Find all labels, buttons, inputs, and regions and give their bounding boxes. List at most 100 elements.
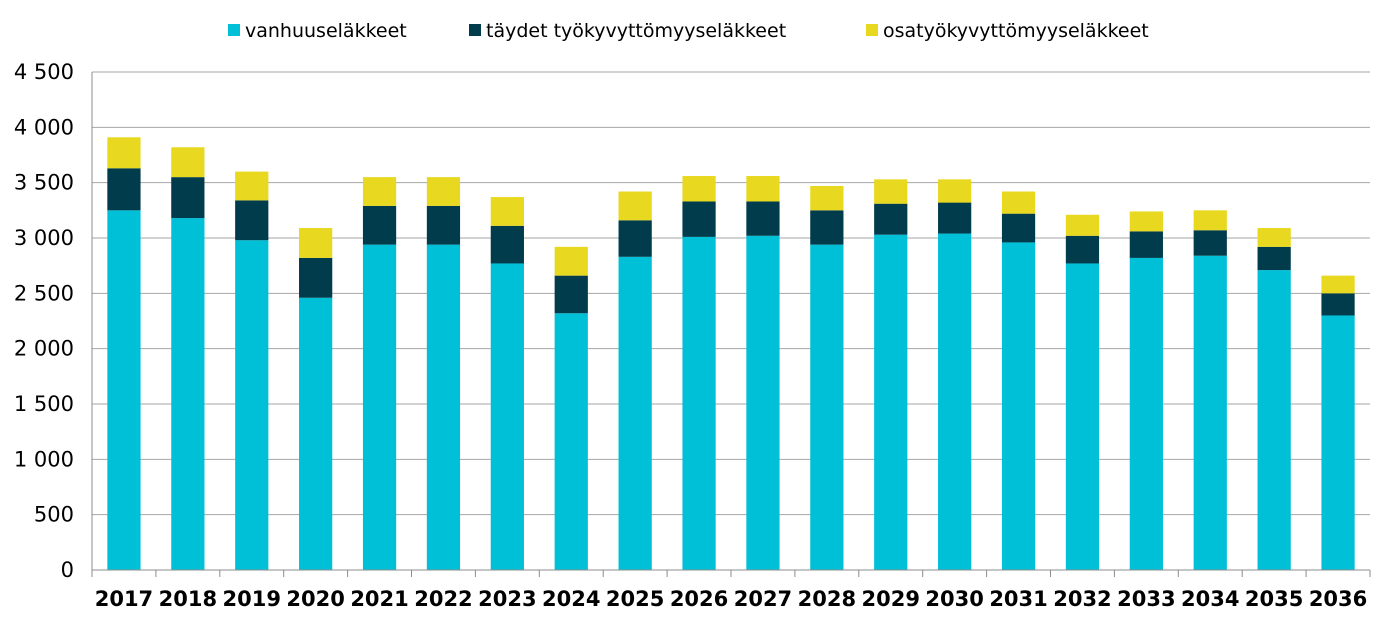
x-tick-label: 2032 [1053, 587, 1111, 611]
y-tick-label: 1 000 [14, 447, 74, 471]
bar-segment-2-2030 [938, 202, 972, 234]
legend-swatch-2 [469, 24, 481, 36]
x-tick-label: 2019 [223, 587, 281, 611]
bar-segment-3-2017 [107, 137, 141, 169]
x-tick-label: 2022 [414, 587, 472, 611]
y-tick-label: 500 [34, 503, 74, 527]
bar-segment-1-2027 [746, 235, 780, 570]
bar-segment-1-2034 [1193, 255, 1227, 570]
bar-segment-1-2019 [235, 240, 269, 571]
y-tick-label: 0 [61, 558, 74, 582]
bar-segment-2-2031 [1001, 213, 1036, 243]
bar-segment-3-2020 [299, 228, 333, 258]
x-tick-label: 2030 [925, 587, 983, 611]
bar-segment-1-2026 [682, 236, 716, 571]
x-tick-label: 2031 [989, 587, 1047, 611]
bar-segment-3-2026 [682, 176, 716, 202]
bar-segment-3-2035 [1257, 228, 1291, 247]
x-tick-label: 2020 [286, 587, 344, 611]
bar-segment-1-2024 [554, 313, 588, 570]
bar-segment-3-2033 [1129, 211, 1163, 232]
bar-segment-2-2020 [299, 257, 333, 298]
y-tick-label: 1 500 [14, 392, 74, 416]
x-tick-label: 2023 [478, 587, 536, 611]
bar-segment-2-2025 [618, 220, 652, 257]
bar-segment-3-2019 [235, 171, 269, 201]
bar-segment-3-2031 [1001, 191, 1036, 214]
x-tick-label: 2026 [670, 587, 728, 611]
legend-label-2: täydet työkyvyttömyyseläkkeet [486, 20, 786, 42]
bar-segment-3-2030 [938, 179, 972, 203]
bar-segment-1-2035 [1257, 270, 1291, 570]
y-axis-ticks: 0 500 1 000 1 500 2 000 2 500 3 000 3 500 4 000 4… [14, 60, 74, 582]
axes [91, 72, 1371, 577]
bar-segment-2-2034 [1193, 230, 1227, 256]
bar-segment-2-2027 [746, 201, 780, 236]
y-tick-label: 4 500 [14, 60, 74, 84]
bar-segment-1-2021 [362, 244, 397, 570]
legend-label-3: osatyökyvyttömyyseläkkeet [883, 20, 1149, 42]
bar-segment-2-2021 [362, 205, 397, 245]
y-tick-label: 3 000 [14, 226, 74, 250]
bar-segment-2-2018 [171, 177, 205, 219]
x-tick-label: 2033 [1117, 587, 1175, 611]
bar-segment-3-2025 [618, 191, 652, 221]
bar-segment-1-2017 [107, 210, 141, 571]
x-tick-label: 2027 [734, 587, 792, 611]
x-axis-ticks: 2017 2018 2019 2020 2021 2022 2023 2024 2025 2026… [95, 587, 1368, 611]
y-tick-label: 3 500 [14, 171, 74, 195]
bar-segment-2-2024 [554, 275, 588, 314]
bar-segment-3-2018 [171, 147, 205, 178]
bar-segment-2-2036 [1321, 293, 1355, 316]
bar-segment-2-2032 [1065, 235, 1100, 264]
bar-segment-2-2023 [490, 225, 524, 264]
y-tick-label: 4 000 [14, 115, 74, 139]
y-tick-label: 2 000 [14, 337, 74, 361]
bar-segment-2-2029 [874, 203, 908, 235]
x-tick-label: 2036 [1309, 587, 1367, 611]
bar-segment-3-2023 [490, 197, 524, 226]
bar-segment-3-2024 [554, 246, 588, 276]
bar-segment-2-2033 [1129, 231, 1163, 258]
x-tick-label: 2017 [95, 587, 153, 611]
y-tick-label: 2 500 [14, 281, 74, 305]
bar-segment-1-2033 [1129, 257, 1163, 570]
bar-segment-3-2034 [1193, 210, 1227, 231]
bar-segment-1-2028 [810, 244, 844, 570]
bar-segment-3-2029 [874, 179, 908, 204]
bar-segment-3-2032 [1065, 214, 1100, 236]
legend-swatch-1 [228, 24, 240, 36]
bar-segment-1-2025 [618, 256, 652, 570]
legend-swatch-3 [866, 24, 878, 36]
x-tick-label: 2025 [606, 587, 664, 611]
bar-segment-2-2019 [235, 200, 269, 241]
bar-segment-1-2029 [874, 234, 908, 570]
legend-label-1: vanhuuseläkkeet [245, 20, 407, 42]
bar-segment-1-2020 [299, 297, 333, 570]
x-tick-label: 2035 [1245, 587, 1303, 611]
x-tick-label: 2029 [862, 587, 920, 611]
x-tick-label: 2018 [159, 587, 217, 611]
bar-segment-1-2036 [1321, 315, 1355, 570]
bar-segment-2-2035 [1257, 246, 1291, 271]
bar-segment-1-2030 [938, 233, 972, 570]
bar-segment-2-2028 [810, 210, 844, 245]
x-tick-label: 2034 [1181, 587, 1239, 611]
bar-segment-1-2032 [1065, 263, 1100, 570]
bar-segment-1-2022 [426, 244, 461, 570]
bar-segment-1-2018 [171, 218, 205, 570]
bar-segment-2-2026 [682, 201, 716, 237]
bars [107, 137, 1355, 571]
x-tick-label: 2021 [350, 587, 408, 611]
bar-segment-3-2036 [1321, 275, 1355, 294]
bar-segment-2-2017 [107, 168, 141, 211]
gridlines [92, 71, 1370, 516]
bar-segment-1-2023 [490, 263, 524, 570]
bar-segment-1-2031 [1001, 242, 1036, 570]
bar-segment-3-2027 [746, 176, 780, 202]
bar-segment-3-2022 [426, 177, 461, 206]
bar-segment-3-2021 [362, 177, 397, 206]
bar-segment-3-2028 [810, 185, 844, 211]
x-tick-label: 2028 [798, 587, 856, 611]
